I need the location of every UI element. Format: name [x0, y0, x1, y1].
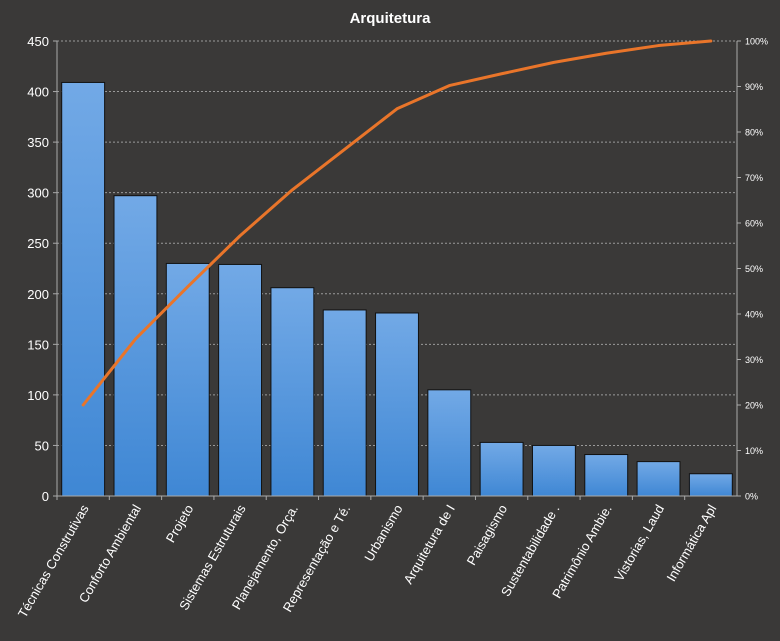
- y-tick-label: 150: [27, 337, 49, 352]
- bar: [61, 81, 106, 497]
- y-tick-label: 0: [42, 489, 49, 504]
- y2-tick-label: 50%: [745, 264, 763, 274]
- y2-tick-label: 0%: [745, 492, 758, 502]
- y2-tick-label: 100%: [745, 37, 768, 47]
- y-tick-label: 200: [27, 287, 49, 302]
- y2-tick-label: 90%: [745, 82, 763, 92]
- x-tick-label: Urbanismo: [361, 502, 405, 564]
- right-axis: 0% 10% 20% 30% 40% 50% 60% 70% 80% 90% 100%: [736, 37, 768, 502]
- x-tick-label: Projeto: [163, 502, 197, 545]
- y2-tick-label: 40%: [745, 310, 763, 320]
- bar: [688, 473, 733, 497]
- x-tick-label: Técnicas Construtivas: [15, 502, 92, 621]
- bar: [531, 444, 576, 497]
- y2-tick-label: 70%: [745, 173, 763, 183]
- y-tick-label: 400: [27, 85, 49, 100]
- bar: [636, 461, 681, 497]
- bar-series: [61, 81, 733, 497]
- y-tick-label: 350: [27, 135, 49, 150]
- bar: [113, 195, 158, 497]
- x-tick-label: Arquitetura de I: [400, 502, 457, 586]
- y2-tick-label: 30%: [745, 355, 763, 365]
- y2-tick-label: 60%: [745, 219, 763, 229]
- x-tick-label: Sustentabilidade .: [498, 502, 563, 599]
- y-tick-label: 300: [27, 186, 49, 201]
- cumulative-line-series: [81, 39, 713, 407]
- bar: [218, 263, 263, 497]
- x-tick-label: Paisagismo: [464, 502, 511, 568]
- bar: [322, 309, 367, 497]
- bar: [584, 454, 629, 497]
- left-axis: 0 50 100 150 200 250 300 350 400 450: [27, 34, 58, 504]
- y2-tick-label: 20%: [745, 401, 763, 411]
- y-tick-label: 450: [27, 34, 49, 49]
- bar: [427, 389, 472, 497]
- bar: [375, 312, 419, 497]
- cumulative-line: [81, 39, 713, 407]
- y2-tick-label: 10%: [745, 446, 763, 456]
- x-tick-label: Vistorias, Laud: [611, 502, 667, 584]
- x-tick-label: Patrimônio Ambie.: [549, 502, 615, 601]
- y-tick-label: 100: [27, 388, 49, 403]
- x-tick-label: Informática Apl: [663, 502, 719, 584]
- bar: [165, 262, 210, 497]
- y-tick-label: 250: [27, 236, 49, 251]
- y-tick-label: 50: [35, 438, 49, 453]
- chart-title: Arquitetura: [350, 10, 431, 27]
- bar: [479, 441, 524, 497]
- bar: [270, 287, 315, 497]
- y2-tick-label: 80%: [745, 128, 763, 138]
